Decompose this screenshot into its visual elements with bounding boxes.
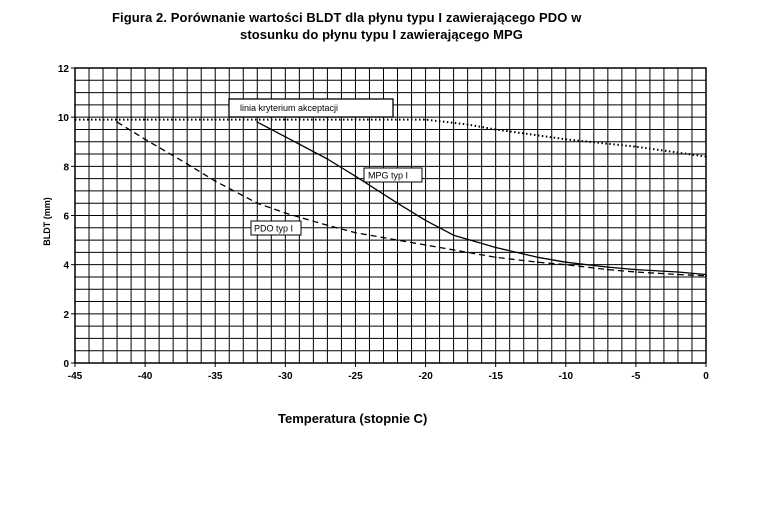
series-line-pdo — [116, 121, 707, 277]
data-point-pdo — [564, 263, 567, 266]
chart-title-line-2: stosunku do płynu typu I zawierającego M… — [240, 27, 524, 42]
data-point-mpg — [354, 175, 357, 178]
data-point-pdo — [466, 251, 469, 254]
data-point-pdo — [424, 244, 427, 246]
series-line-criterion — [75, 118, 707, 158]
data-point-mpg — [326, 158, 329, 160]
x-tick-label: -25 — [348, 371, 363, 382]
data-point-criterion — [144, 118, 147, 121]
series-lines — [74, 118, 707, 277]
data-point-pdo — [256, 202, 259, 205]
axes: -45 -40 -35 -30 -25 -20 -15 -10 -5 0 0 2 4 6 8 10 12 — [58, 64, 709, 382]
data-point-pdo — [536, 261, 539, 264]
data-point-pdo — [144, 138, 147, 141]
pdo-label-box — [250, 220, 302, 236]
data-point-pdo — [705, 274, 707, 277]
series-line-mpg — [256, 121, 707, 276]
data-point-mpg — [677, 271, 679, 273]
y-tick-label: 6 — [63, 212, 69, 223]
y-tick-label: 8 — [63, 162, 69, 173]
data-point-pdo — [214, 180, 217, 182]
data-point-criterion — [284, 118, 287, 121]
data-point-criterion — [705, 155, 707, 158]
x-axis-label: Temperatura (stopnie C) — [278, 411, 428, 426]
data-point-pdo — [677, 273, 679, 276]
data-point-pdo — [354, 231, 357, 234]
data-point-pdo — [284, 212, 287, 214]
data-point-criterion — [494, 128, 497, 131]
x-tick-label: -45 — [68, 371, 83, 382]
x-tick-label: -10 — [559, 371, 574, 382]
mpg-label-box — [363, 167, 423, 183]
x-tick-label: -15 — [488, 371, 503, 382]
y-tick-label: 4 — [63, 261, 69, 272]
y-tick-label: 0 — [63, 359, 69, 370]
data-point-criterion — [564, 138, 567, 141]
data-point-pdo — [634, 271, 637, 273]
data-point-mpg — [494, 246, 497, 249]
data-point-mpg — [634, 268, 637, 271]
data-point-criterion — [634, 145, 637, 148]
x-tick-label: -40 — [138, 371, 153, 382]
pdo-label: PDO typ I — [254, 224, 293, 234]
data-point-criterion — [424, 118, 427, 121]
data-point-mpg — [536, 256, 539, 259]
annotations: linia kryterium akceptacji MPG typ I PDO t… — [228, 98, 423, 236]
data-point-pdo — [116, 121, 118, 123]
mpg-label: MPG typ I — [368, 171, 408, 181]
data-point-mpg — [396, 202, 399, 205]
criterion-label-box — [228, 98, 394, 118]
data-point-mpg — [564, 261, 567, 264]
data-point-pdo — [606, 268, 609, 271]
data-point-mpg — [284, 135, 287, 138]
x-tick-label: -35 — [208, 371, 223, 382]
x-tick-label: -20 — [418, 371, 433, 382]
data-point-criterion — [74, 118, 76, 121]
data-point-mpg — [452, 234, 455, 237]
y-tick-label: 10 — [58, 113, 70, 124]
x-tick-label: -5 — [631, 371, 640, 382]
data-point-criterion — [214, 118, 217, 121]
data-point-pdo — [186, 162, 189, 165]
y-tick-label: 2 — [63, 310, 69, 321]
data-point-pdo — [396, 239, 399, 241]
x-tick-label: -30 — [278, 371, 293, 382]
data-point-criterion — [354, 118, 357, 121]
chart-title-line-1: Figura 2. Porównanie wartości BLDT dla p… — [112, 10, 582, 25]
x-tick-label: 0 — [703, 371, 709, 382]
data-point-pdo — [494, 256, 497, 259]
y-tick-label: 12 — [58, 64, 70, 75]
y-axis-label: BLDT (mm) — [42, 197, 52, 246]
data-point-pdo — [326, 224, 329, 227]
grid — [75, 68, 706, 363]
data-point-mpg — [606, 266, 609, 269]
data-point-mpg — [424, 219, 427, 222]
data-point-criterion — [466, 123, 469, 126]
criterion-label: linia kryterium akceptacji — [240, 103, 338, 113]
data-point-mpg — [256, 121, 259, 123]
